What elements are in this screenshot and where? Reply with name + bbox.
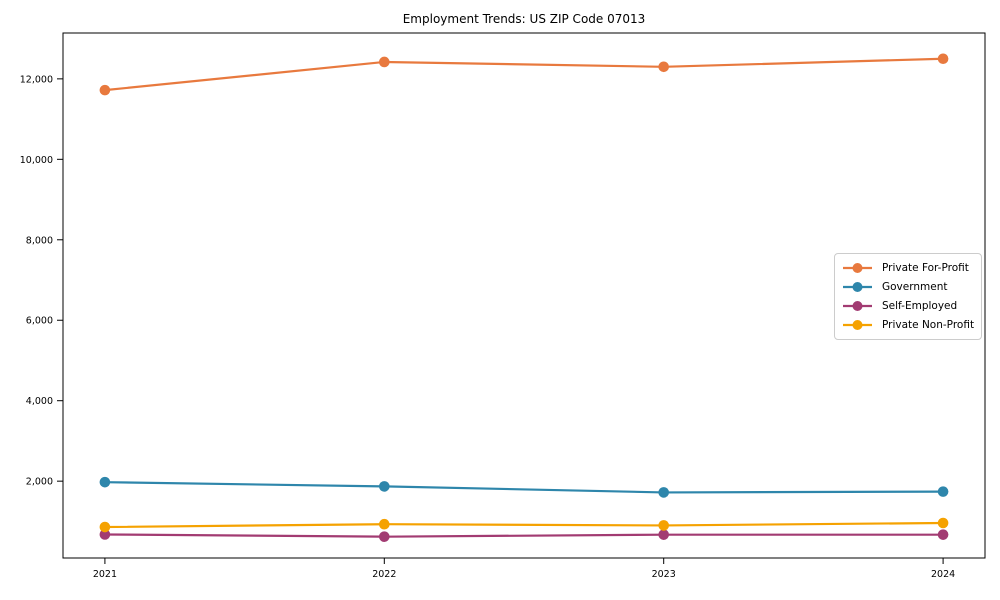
y-tick-label: 10,000: [20, 155, 53, 166]
y-tick-label: 4,000: [26, 396, 53, 407]
legend-item-label: Government: [882, 281, 948, 294]
series-line-private-for-profit: [103, 57, 945, 92]
data-point-marker-private-for-profit: [937, 53, 949, 65]
data-point-marker-government: [937, 486, 949, 497]
legend-item-private-for-profit: Private For-Profit: [842, 259, 975, 278]
x-tick-label: 2022: [372, 569, 396, 580]
data-point-marker-private-non-profit: [99, 521, 111, 533]
data-point-marker-self-employed: [658, 529, 669, 540]
data-point-marker-government: [99, 476, 111, 488]
legend-item-private-non-profit: Private Non-Profit: [842, 315, 975, 334]
legend-item-government: Government: [842, 278, 975, 297]
data-point-marker-private-for-profit: [658, 61, 669, 73]
data-point-marker-self-employed: [379, 531, 390, 542]
data-point-marker-private-for-profit: [99, 84, 111, 96]
series-line-government: [103, 481, 945, 494]
legend: Private For-Profit Government Self-Employe…: [834, 253, 982, 340]
series-line-self-employed: [103, 533, 945, 538]
legend-item-self-employed: Self-Employed: [842, 297, 975, 316]
data-point-marker-government: [658, 487, 669, 498]
data-point-marker-private-non-profit: [937, 517, 949, 529]
y-tick-label: 8,000: [26, 235, 53, 246]
data-point-marker-self-employed: [99, 529, 111, 540]
data-point-marker-government: [379, 481, 390, 492]
x-tick-label: 2021: [93, 569, 117, 580]
y-tick-label: 2,000: [26, 477, 53, 488]
plot-border: [62, 32, 986, 559]
data-point-marker-private-non-profit: [658, 520, 669, 531]
legend-item-label: Private Non-Profit: [882, 318, 975, 331]
y-tick-label: 12,000: [20, 74, 53, 85]
data-point-marker-private-for-profit: [379, 56, 390, 68]
y-tick-label: 6,000: [26, 316, 53, 327]
legend-item-label: Self-Employed: [882, 299, 958, 312]
data-point-marker-self-employed: [937, 529, 949, 540]
legend-line-marker-icon: [843, 282, 872, 293]
x-tick-label: 2024: [931, 569, 955, 580]
legend-line-marker-icon: [843, 300, 872, 311]
legend-line-marker-icon: [843, 263, 872, 274]
data-point-marker-private-non-profit: [379, 518, 390, 530]
x-tick-label: 2023: [652, 569, 676, 580]
series-line-private-non-profit: [103, 521, 945, 529]
legend-item-label: Private For-Profit: [882, 262, 969, 275]
chart-title: Employment Trends: US ZIP Code 07013: [402, 12, 646, 26]
legend-line-marker-icon: [843, 319, 872, 330]
